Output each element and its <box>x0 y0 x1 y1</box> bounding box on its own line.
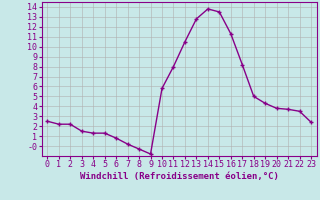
X-axis label: Windchill (Refroidissement éolien,°C): Windchill (Refroidissement éolien,°C) <box>80 172 279 181</box>
